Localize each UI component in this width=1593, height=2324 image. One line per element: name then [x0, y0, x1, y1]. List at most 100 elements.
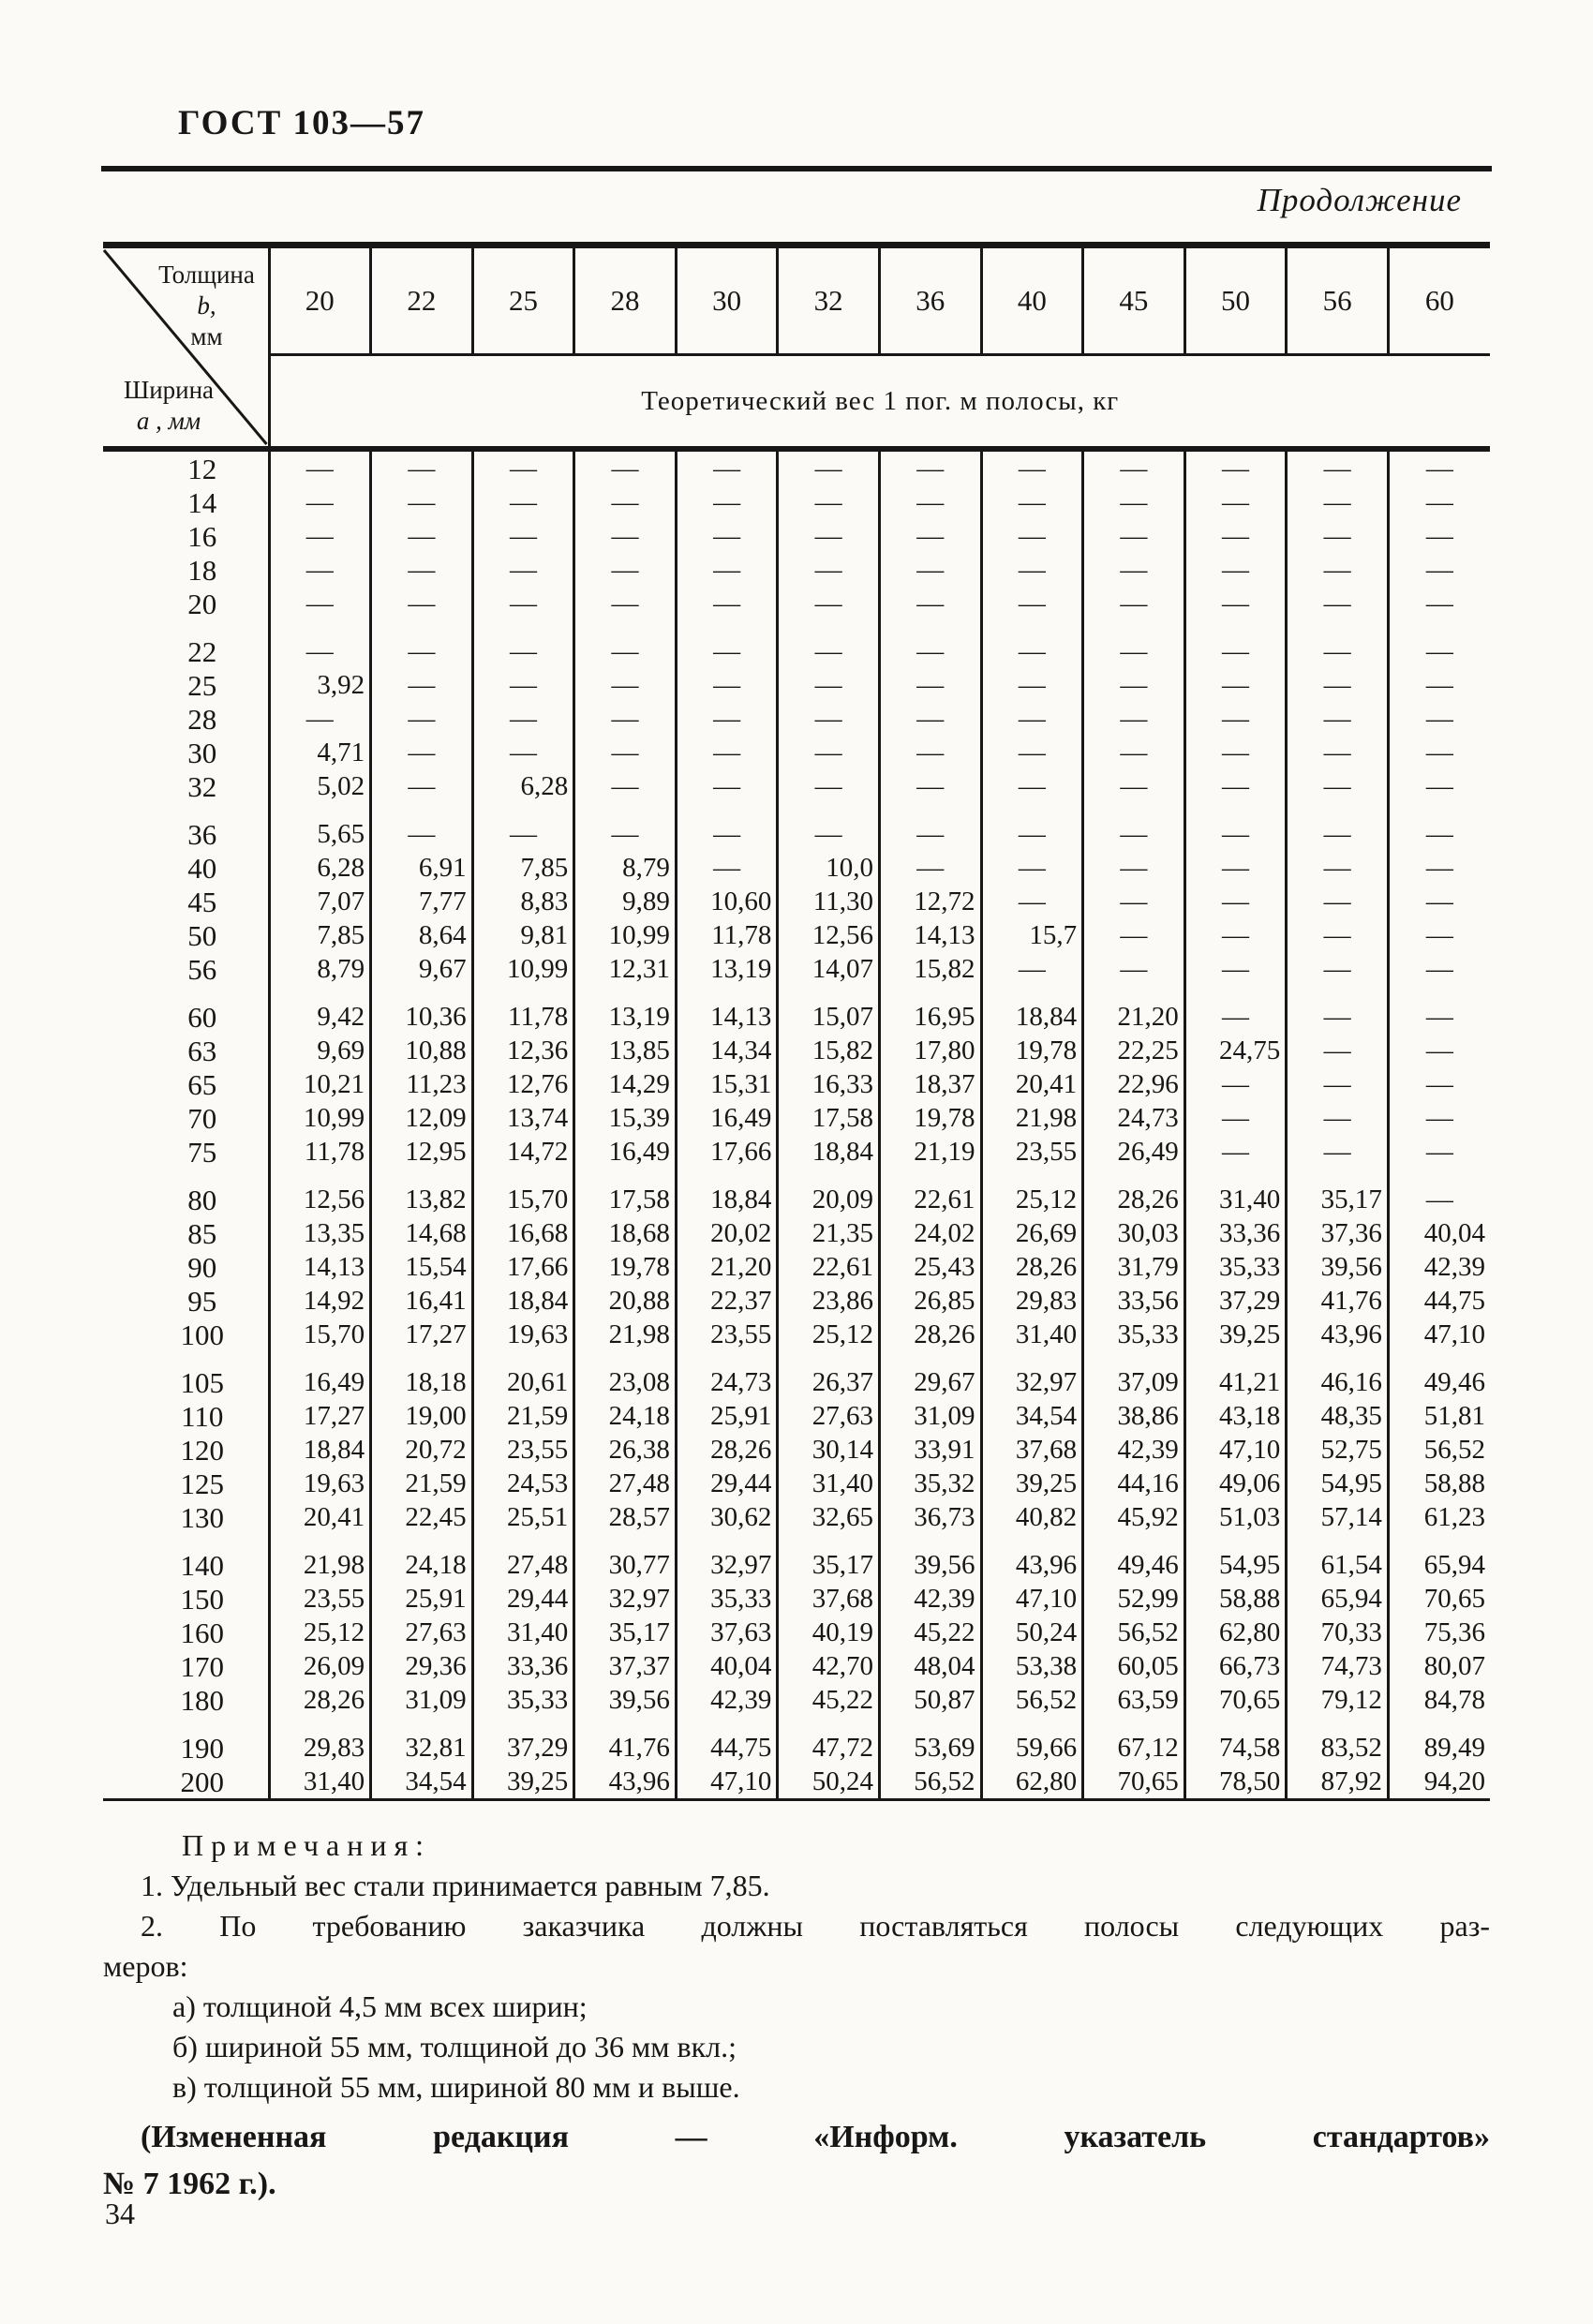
- weight-cell: 44,75: [674, 1717, 778, 1765]
- weight-cell: 21,19: [877, 1135, 982, 1169]
- weight-cell: 15,82: [776, 1034, 880, 1067]
- weight-cell: 89,49: [1386, 1717, 1490, 1765]
- weight-cell: 17,27: [369, 1318, 473, 1351]
- weight-cell: 23,55: [674, 1318, 778, 1351]
- weight-cell: —: [369, 553, 473, 587]
- row-width-label: 80: [103, 1169, 271, 1216]
- weight-cell: 25,12: [776, 1318, 880, 1351]
- weight-cell: 11,78: [674, 918, 778, 952]
- weight-cell: 20,72: [369, 1433, 473, 1467]
- weight-cell: —: [979, 803, 1083, 851]
- weight-cell: —: [369, 449, 473, 485]
- weight-cell: 44,75: [1386, 1284, 1490, 1318]
- weight-cell: 48,35: [1285, 1399, 1389, 1433]
- weight-cell: 29,44: [674, 1467, 778, 1500]
- weight-cell: 32,97: [573, 1582, 677, 1616]
- weight-cell: —: [1081, 702, 1185, 736]
- weight-cell: 23,86: [776, 1284, 880, 1318]
- weight-cell: 22,61: [877, 1169, 982, 1216]
- weight-cell: 7,85: [470, 851, 574, 885]
- weight-cell: —: [267, 485, 371, 519]
- weight-cell: 6,28: [470, 769, 574, 803]
- weight-cell: 19,78: [877, 1101, 982, 1135]
- weight-cell: —: [877, 553, 982, 587]
- row-width-label: 170: [103, 1649, 271, 1683]
- weight-cell: —: [1183, 519, 1287, 553]
- weight-cell: —: [1386, 1067, 1490, 1101]
- weight-cell: 30,77: [573, 1534, 677, 1582]
- weight-cell: —: [877, 519, 982, 553]
- weight-cell: —: [1183, 1101, 1287, 1135]
- weight-cell: —: [776, 449, 880, 485]
- weight-cell: 20,88: [573, 1284, 677, 1318]
- table-row: 120 18,84 20,72 23,55 26,38 28,26 30,14 33,91 37…: [103, 1433, 1490, 1467]
- weight-cell: 18,84: [979, 986, 1083, 1034]
- table-row: 95 14,92 16,41 18,84 20,88 22,37 23,86 26,85 29,…: [103, 1284, 1490, 1318]
- weight-cell: 40,04: [1386, 1216, 1490, 1250]
- weight-cell: —: [1081, 851, 1185, 885]
- weight-cell: 87,92: [1285, 1765, 1389, 1800]
- weight-cell: —: [573, 553, 677, 587]
- weight-cell: 12,72: [877, 885, 982, 918]
- row-width-label: 160: [103, 1616, 271, 1649]
- row-width-label: 36: [103, 803, 271, 851]
- weight-cell: 21,59: [470, 1399, 574, 1433]
- weight-cell: 8,79: [573, 851, 677, 885]
- weight-cell: 7,07: [267, 885, 371, 918]
- weight-cell: 10,99: [573, 918, 677, 952]
- weight-cell: 21,20: [674, 1250, 778, 1284]
- weight-cell: —: [1183, 702, 1287, 736]
- table-row: 45 7,07 7,77 8,83 9,89 10,60 11,30 12,72— — — — —: [103, 885, 1490, 918]
- weight-cell: 47,10: [1183, 1433, 1287, 1467]
- weight-cell: 37,68: [979, 1433, 1083, 1467]
- weight-cell: 14,34: [674, 1034, 778, 1067]
- weight-cell: 13,19: [573, 986, 677, 1034]
- weight-cell: —: [1081, 587, 1185, 620]
- row-width-label: 140: [103, 1534, 271, 1582]
- weight-cell: 27,48: [573, 1467, 677, 1500]
- weight-cell: 35,33: [1183, 1250, 1287, 1284]
- weight-cell: 14,13: [267, 1250, 371, 1284]
- weight-cell: 39,25: [470, 1765, 574, 1800]
- weight-cell: 26,09: [267, 1649, 371, 1683]
- weight-cell: —: [877, 449, 982, 485]
- note-1: 1. Удельный вес стали принимается равным…: [141, 1869, 770, 1902]
- weight-cell: 83,52: [1285, 1717, 1389, 1765]
- weight-cell: 10,36: [369, 986, 473, 1034]
- weight-cell: 21,59: [369, 1467, 473, 1500]
- weight-cell: —: [1081, 620, 1185, 668]
- weight-cell: 50,87: [877, 1683, 982, 1717]
- weight-cell: —: [573, 769, 677, 803]
- weight-cell: 42,39: [1386, 1250, 1490, 1284]
- weight-cell: —: [776, 519, 880, 553]
- weight-cell: —: [979, 553, 1083, 587]
- weight-cell: 21,98: [267, 1534, 371, 1582]
- table-row: 100 15,70 17,27 19,63 21,98 23,55 25,12 28,26 31…: [103, 1318, 1490, 1351]
- table-row: 56 8,79 9,67 10,99 12,31 13,19 14,07 15,82— — — — —: [103, 952, 1490, 986]
- weight-cell: 37,37: [573, 1649, 677, 1683]
- weight-cell: 51,03: [1183, 1500, 1287, 1534]
- weight-cell: 18,18: [369, 1351, 473, 1399]
- weight-cell: —: [1183, 449, 1287, 485]
- row-width-label: 40: [103, 851, 271, 885]
- weight-cell: 11,78: [267, 1135, 371, 1169]
- table-row: 75 11,78 12,95 14,72 16,49 17,66 18,84 21,19 23,…: [103, 1135, 1490, 1169]
- table-row: 16— — — — — — — — — — — —: [103, 519, 1490, 553]
- weight-cell: —: [877, 769, 982, 803]
- weight-cell: —: [573, 803, 677, 851]
- weight-cell: —: [1285, 702, 1389, 736]
- weight-cell: —: [470, 702, 574, 736]
- weight-cell: —: [776, 553, 880, 587]
- weight-cell: —: [573, 736, 677, 769]
- weight-cell: 21,20: [1081, 986, 1185, 1034]
- weight-cell: —: [979, 885, 1083, 918]
- weight-cell: 66,73: [1183, 1649, 1287, 1683]
- weight-cell: —: [1285, 769, 1389, 803]
- weight-cell: 70,65: [1183, 1683, 1287, 1717]
- weight-cell: —: [1285, 587, 1389, 620]
- row-width-label: 200: [103, 1765, 271, 1800]
- weight-cell: —: [470, 449, 574, 485]
- row-width-label: 130: [103, 1500, 271, 1534]
- weight-cell: 27,63: [369, 1616, 473, 1649]
- weight-cell: —: [1183, 485, 1287, 519]
